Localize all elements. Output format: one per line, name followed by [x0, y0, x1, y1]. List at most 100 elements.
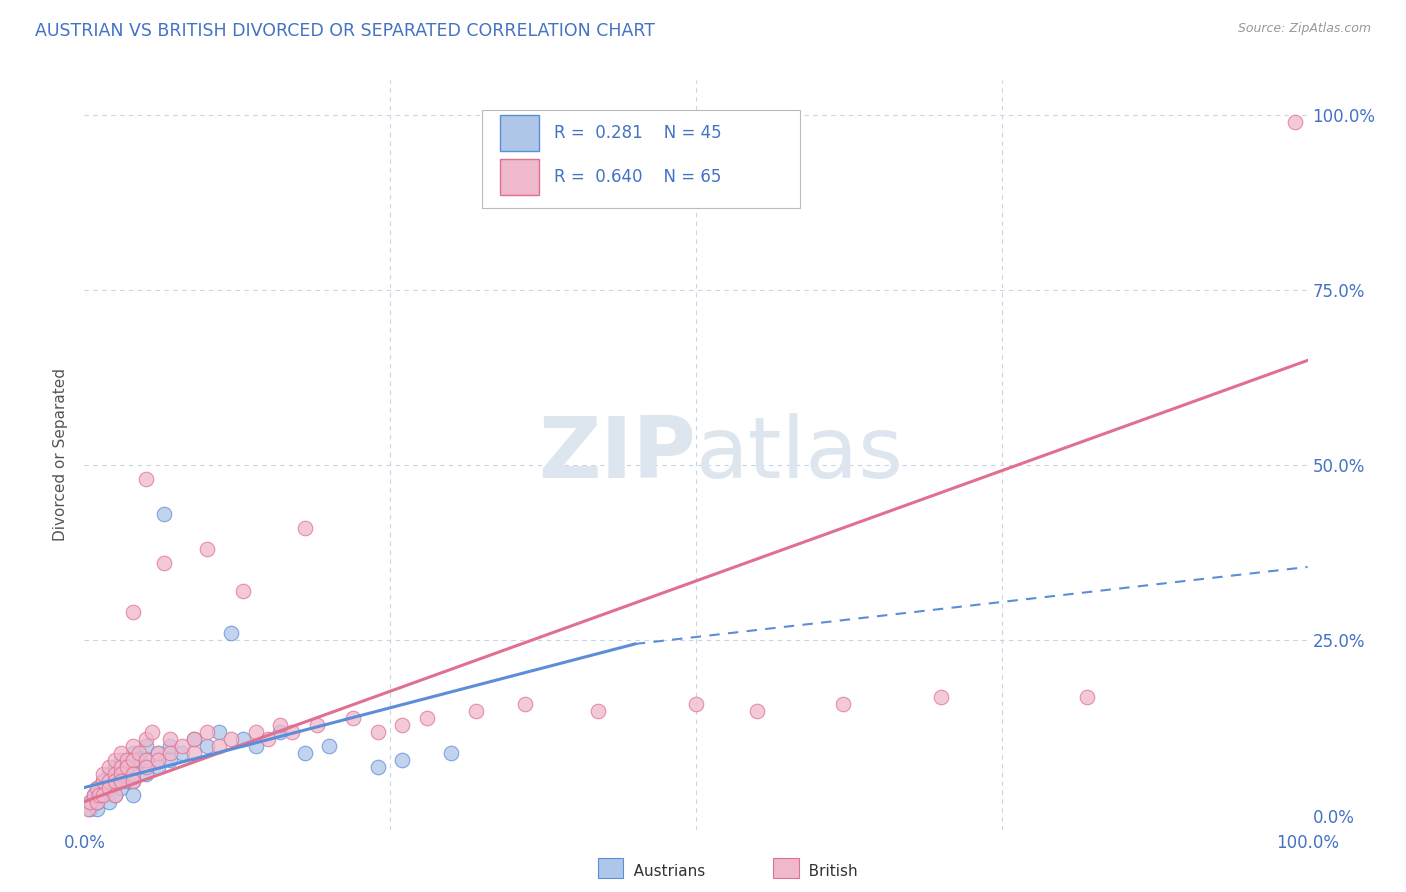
Point: [269, 717, 291, 731]
Point: [86, 795, 108, 809]
Point: [83, 788, 105, 802]
Point: [79, 795, 101, 809]
Point: [172, 739, 194, 753]
Point: [104, 759, 127, 773]
Point: [685, 697, 707, 711]
Point: [122, 766, 145, 780]
Point: [135, 472, 157, 486]
Point: [294, 521, 316, 535]
Point: [122, 773, 145, 788]
Point: [146, 746, 169, 760]
Point: [159, 731, 181, 746]
Point: [929, 690, 952, 704]
Point: [91, 773, 114, 788]
Point: [159, 752, 181, 766]
Point: [208, 739, 231, 753]
Point: [440, 746, 463, 760]
Point: [110, 780, 132, 795]
Point: [91, 766, 114, 780]
Text: Austrians: Austrians: [619, 863, 704, 879]
Point: [245, 739, 267, 753]
Point: [128, 752, 150, 766]
Point: [91, 773, 114, 788]
Point: [294, 746, 316, 760]
Point: [122, 788, 145, 802]
Point: [86, 780, 108, 795]
Point: [97, 773, 120, 788]
Point: [110, 759, 132, 773]
Point: [77, 801, 100, 815]
Point: [115, 752, 138, 766]
Point: [172, 746, 194, 760]
Point: [87, 788, 110, 802]
Point: [257, 731, 280, 746]
FancyBboxPatch shape: [501, 159, 540, 195]
Point: [232, 584, 254, 599]
Text: British: British: [794, 863, 858, 879]
Point: [97, 766, 120, 780]
FancyBboxPatch shape: [482, 111, 800, 208]
Point: [135, 752, 157, 766]
Point: [110, 766, 132, 780]
Point: [513, 697, 536, 711]
Point: [86, 780, 108, 795]
Point: [183, 731, 205, 746]
Point: [110, 746, 132, 760]
Point: [110, 752, 132, 766]
Point: [110, 766, 132, 780]
Text: R =  0.281    N = 45: R = 0.281 N = 45: [554, 125, 721, 143]
Point: [135, 766, 157, 780]
Point: [122, 752, 145, 766]
Point: [122, 739, 145, 753]
Point: [367, 759, 389, 773]
FancyBboxPatch shape: [501, 115, 540, 152]
Point: [86, 801, 108, 815]
Point: [183, 746, 205, 760]
Point: [146, 752, 169, 766]
Point: [135, 731, 157, 746]
Point: [219, 731, 242, 746]
Point: [367, 724, 389, 739]
Point: [747, 704, 769, 718]
Point: [269, 724, 291, 739]
Point: [122, 759, 145, 773]
Point: [104, 773, 127, 788]
Point: [153, 508, 176, 522]
Point: [97, 759, 120, 773]
Point: [104, 788, 127, 802]
Point: [122, 773, 145, 788]
Point: [159, 746, 181, 760]
Point: [159, 739, 181, 753]
Point: [110, 773, 132, 788]
Point: [91, 788, 114, 802]
Point: [104, 752, 127, 766]
Point: [208, 724, 231, 739]
Point: [183, 731, 205, 746]
Point: [245, 724, 267, 739]
Point: [115, 773, 138, 788]
Point: [305, 717, 328, 731]
Point: [115, 759, 138, 773]
Point: [122, 606, 145, 620]
Point: [219, 626, 242, 640]
Point: [281, 724, 304, 739]
Point: [83, 788, 105, 802]
Point: [97, 780, 120, 795]
Point: [391, 717, 413, 731]
Point: [416, 710, 439, 724]
Text: R =  0.640    N = 65: R = 0.640 N = 65: [554, 168, 721, 186]
Point: [135, 752, 157, 766]
Point: [104, 766, 127, 780]
Point: [1284, 115, 1306, 129]
Point: [104, 788, 127, 802]
Point: [232, 731, 254, 746]
Point: [146, 759, 169, 773]
Point: [342, 710, 364, 724]
Point: [153, 557, 176, 571]
Point: [79, 795, 101, 809]
Point: [318, 739, 340, 753]
Point: [86, 795, 108, 809]
Point: [135, 739, 157, 753]
Point: [141, 724, 163, 739]
Point: [122, 746, 145, 760]
